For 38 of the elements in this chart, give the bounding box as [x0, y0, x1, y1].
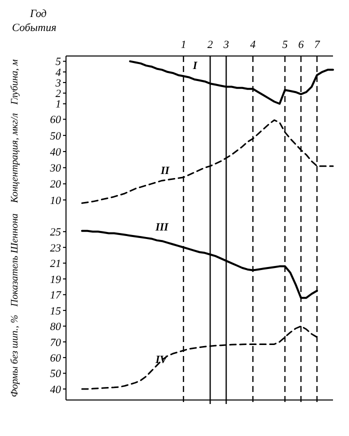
y-tick-label: 5 [56, 56, 62, 68]
x-tick-label: 7 [314, 39, 320, 51]
series-label: II [160, 165, 170, 178]
y-tick-label: 70 [50, 336, 62, 349]
y-tick-label: 40 [50, 146, 62, 158]
y-tick-label: 50 [50, 130, 62, 142]
series-label: III [154, 222, 169, 234]
y-tick-label: 80 [50, 321, 62, 334]
y-tick-label: 25 [50, 226, 62, 239]
y-tick-label: 19 [50, 274, 62, 286]
text: Год [30, 8, 47, 20]
x-tick-label: 6 [298, 39, 304, 51]
x-tick-label: 5 [282, 39, 288, 51]
y-axis-title: Концентрация, мкг/л [10, 112, 21, 204]
series-label: I [192, 60, 198, 72]
y-tick-label: 1 [56, 98, 61, 111]
y-tick-label: 2 [56, 88, 62, 100]
y-tick-label: 17 [50, 290, 62, 302]
x-axis-title: События [12, 22, 56, 34]
y-tick-label: 40 [50, 384, 62, 396]
x-tick-label: 1 [180, 39, 186, 51]
y-tick-label: 50 [50, 368, 62, 380]
y-tick-label: 60 [50, 352, 62, 364]
y-tick-label: 10 [50, 194, 62, 207]
x-tick-label: 3 [222, 39, 230, 51]
y-tick-label: 20 [50, 178, 62, 191]
x-tick-label: 2 [207, 39, 214, 51]
y-axis-title: Формы без шип., % [10, 314, 21, 398]
y-tick-label: 15 [50, 305, 62, 318]
x-tick-label: 4 [250, 39, 256, 51]
y-tick-label: 60 [50, 114, 62, 126]
y-tick-label: 21 [50, 258, 61, 270]
y-tick-label: 23 [50, 242, 62, 254]
y-tick-label: 3 [54, 77, 62, 90]
y-tick-label: 4 [56, 66, 62, 79]
y-tick-label: 30 [49, 162, 62, 175]
y-axis-title: Показатель Шеннона [10, 213, 21, 308]
y-axis-title: Глубина, м [10, 58, 21, 106]
